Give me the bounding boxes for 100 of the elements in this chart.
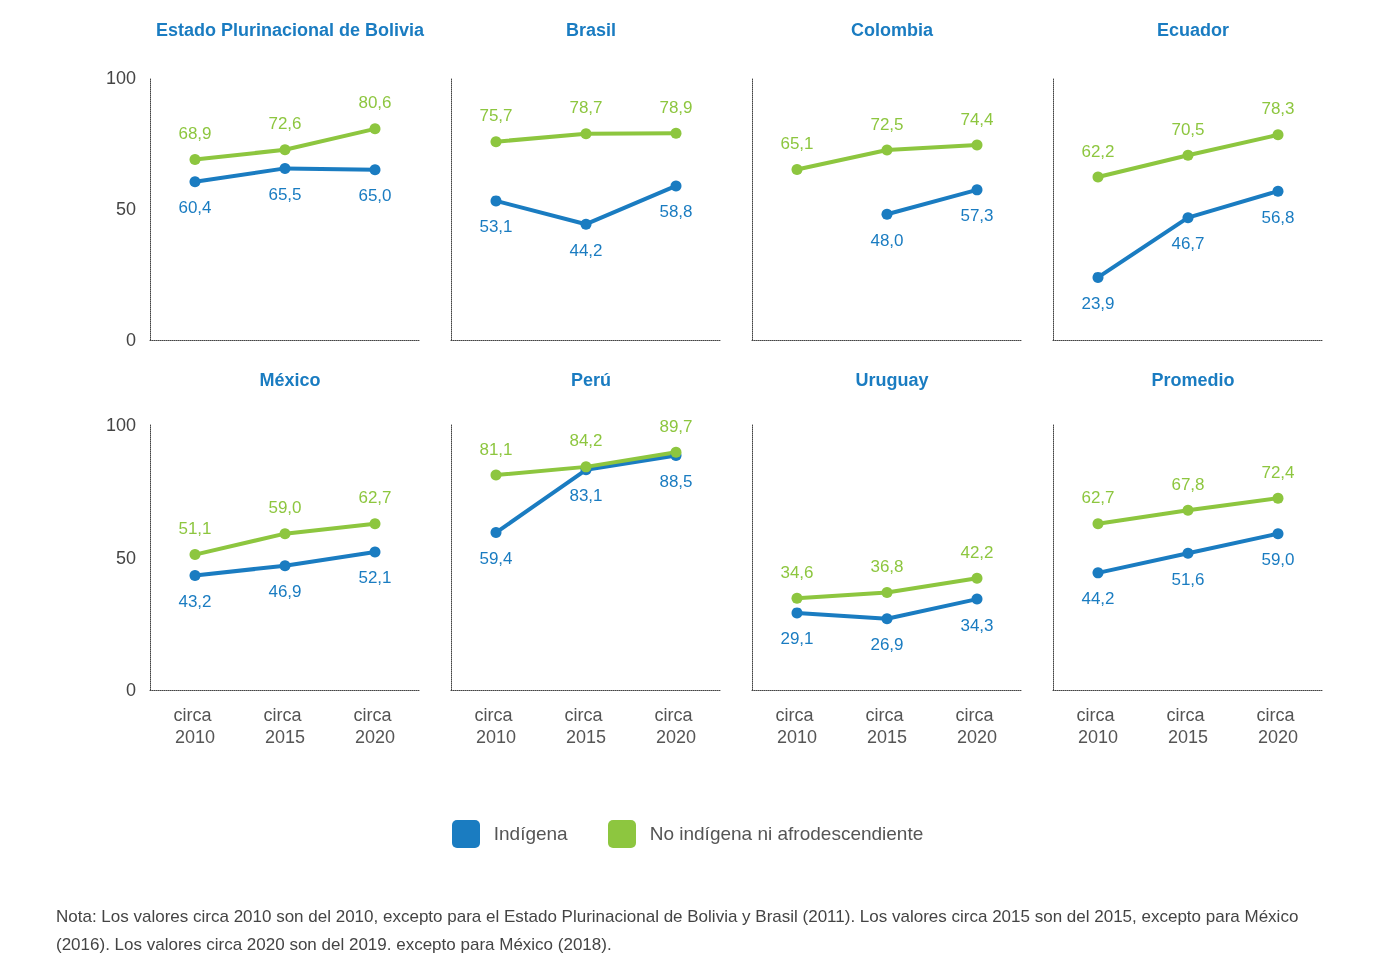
chart-title: Uruguay [855,370,929,390]
data-label: 44,2 [1081,589,1115,609]
data-label: 51,1 [178,519,212,539]
data-label: 78,7 [569,98,603,118]
point [791,607,803,619]
data-label: 78,3 [1261,99,1295,119]
point [1272,528,1284,540]
point [189,153,201,165]
data-label: 59,0 [1261,550,1295,570]
data-label: 72,5 [870,114,904,134]
data-label: 81,1 [479,439,513,459]
point [189,570,201,582]
x-tick-label: circa 2010 [1076,705,1120,747]
data-label: 46,9 [268,582,302,602]
y-tick-label: 0 [125,330,136,350]
point [1092,171,1104,183]
x-tick-label: circa 2015 [564,705,608,747]
chart-title: México [259,370,321,390]
data-label: 43,2 [178,592,212,612]
point [279,144,291,156]
point [490,195,502,207]
point [189,549,201,561]
x-tick-label: circa 2010 [775,705,819,747]
point [1272,492,1284,504]
x-tick-label: circa 2015 [1166,705,1210,747]
data-label: 53,1 [479,217,513,237]
data-label: 36,8 [870,556,904,576]
data-label: 89,7 [659,416,693,436]
point [971,184,983,196]
data-label: 34,3 [960,615,994,635]
x-tick-label: circa 2020 [353,705,397,747]
point [971,139,983,151]
chart-title: Brasil [565,20,617,40]
data-label: 57,3 [960,206,994,226]
data-label: 67,8 [1171,474,1205,494]
x-tick-label: circa 2020 [654,705,698,747]
point [1092,271,1104,283]
text: Nota: Los valores circa 2010 son del 2010, excepto para el Estado Plurinacional de Bolivia y Brasil (2011). Los valores circa 2015 son del 2015, excepto para México (2016). Los valores circa 2020 son del 2019. excepto para México (2018). [56,906,1300,956]
data-label: 70,5 [1171,119,1205,139]
chart-title: Ecuador [1156,20,1230,40]
data-label: 44,2 [569,240,603,260]
point [670,180,682,192]
x-tick-label: circa 2020 [955,705,999,747]
x-tick-label: circa 2015 [263,705,307,747]
point [1092,567,1104,579]
data-label: 62,2 [1081,141,1115,161]
data-label: 80,6 [358,93,392,113]
point [881,208,893,220]
point [279,162,291,174]
data-label: 56,8 [1261,207,1295,227]
data-label: 74,4 [960,109,994,129]
point [279,528,291,540]
y-tick-label: 0 [125,680,136,700]
chart-title: Promedio [1151,370,1235,390]
point [369,546,381,558]
point [580,218,592,230]
point [881,613,893,625]
chart-title: Perú [570,370,612,390]
chart-title: Estado Plurinacional de Bolivia [155,20,426,40]
point [881,144,893,156]
data-label: 78,9 [659,97,693,117]
legend-label: No indígena ni afrodescendiente [649,823,924,845]
data-label: 65,0 [358,186,392,206]
point [490,527,502,539]
point [369,164,381,176]
data-label: 34,6 [780,562,814,582]
data-label: 59,0 [268,498,302,518]
x-tick-label: circa 2010 [173,705,217,747]
point [670,127,682,139]
point [1182,149,1194,161]
data-label: 62,7 [1081,488,1115,508]
point [490,136,502,148]
data-label: 84,2 [569,431,603,451]
point [369,518,381,530]
point [580,128,592,140]
data-label: 26,9 [870,635,904,655]
data-label: 62,7 [358,488,392,508]
chart-title: Colombia [850,20,934,40]
point [1272,129,1284,141]
data-label: 72,4 [1261,462,1295,482]
data-label: 65,1 [780,133,814,153]
data-label: 42,2 [960,542,994,562]
data-label: 23,9 [1081,293,1115,313]
x-tick-label: circa 2010 [474,705,518,747]
x-tick-label: circa 2015 [865,705,909,747]
data-label: 83,1 [569,486,603,506]
point [1182,212,1194,224]
data-label: 59,4 [479,549,513,569]
point [1272,185,1284,197]
point [971,572,983,584]
data-label: 48,0 [870,230,904,250]
point [791,592,803,604]
data-label: 88,5 [659,471,693,491]
point [1182,504,1194,516]
y-tick-label: 100 [105,68,136,88]
point [881,586,893,598]
point [279,560,291,572]
y-tick-label: 50 [115,547,136,568]
legend-label: Indígena [493,823,568,845]
data-label: 65,5 [268,184,302,204]
